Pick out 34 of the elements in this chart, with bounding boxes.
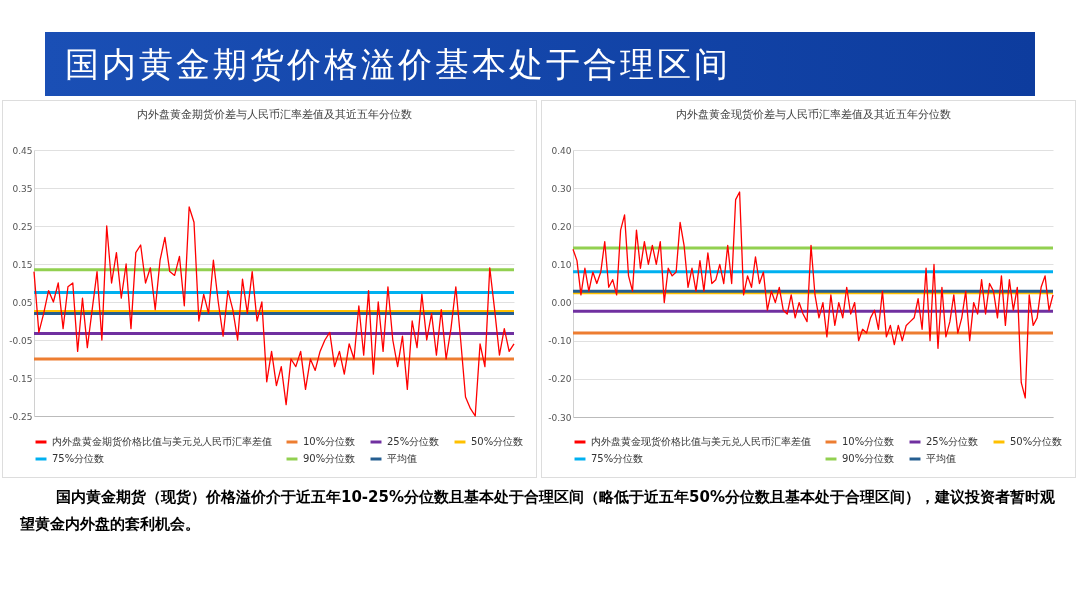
y-tick-label: -0.20: [548, 374, 572, 385]
text: 国内黄金期货价格溢价基本处于合理区间: [65, 43, 732, 86]
chart-title: 内外盘黄金现货价差与人民币汇率差值及其近五年分位数: [675, 108, 951, 121]
y-tick-label: -0.30: [548, 412, 572, 423]
legend-label: 90%分位数: [303, 453, 356, 464]
legend-label: 90%分位数: [842, 453, 895, 464]
y-tick-label: 0.35: [12, 183, 33, 194]
y-tick-label: 0.15: [12, 259, 33, 270]
y-tick-label: -0.05: [9, 335, 33, 346]
legend-label: 内外盘黄金期货价格比值与美元兑人民币汇率差值: [52, 436, 272, 447]
y-tick-label: 0.05: [12, 297, 33, 308]
legend-label: 平均值: [926, 453, 956, 464]
y-tick-label: 0.20: [551, 221, 572, 232]
legend-label: 10%分位数: [842, 436, 895, 447]
legend-label: 50%分位数: [471, 436, 524, 447]
legend-label: 50%分位数: [1010, 436, 1063, 447]
legend-label: 内外盘黄金现货价格比值与美元兑人民币汇率差值: [591, 436, 811, 447]
y-tick-label: 0.10: [551, 259, 572, 270]
y-tick-label: 0.30: [551, 183, 572, 194]
legend-label: 75%分位数: [591, 453, 644, 464]
legend-label: 10%分位数: [303, 436, 356, 447]
legend-label: 平均值: [387, 453, 417, 464]
legend-label: 25%分位数: [387, 436, 440, 447]
y-tick-label: -0.25: [9, 411, 33, 422]
y-tick-label: 0.00: [551, 298, 572, 309]
legend-label: 75%分位数: [52, 453, 105, 464]
legend-label: 25%分位数: [926, 436, 979, 447]
text: 国内黄金期货（现货）价格溢价介于近五年10-25%分位数且基本处于合理区间（略低于近五年50%分位数且基本处于合理区间），建议投资者暂时观望黄金内外盘的套利机会。: [20, 487, 1056, 535]
y-tick-label: -0.15: [9, 373, 33, 384]
y-tick-label: -0.10: [548, 336, 572, 347]
chart-title: 内外盘黄金期货价差与人民币汇率差值及其近五年分位数: [136, 108, 412, 121]
y-tick-label: 0.40: [551, 145, 572, 156]
y-tick-label: 0.45: [12, 145, 33, 156]
y-tick-label: 0.25: [12, 221, 33, 232]
